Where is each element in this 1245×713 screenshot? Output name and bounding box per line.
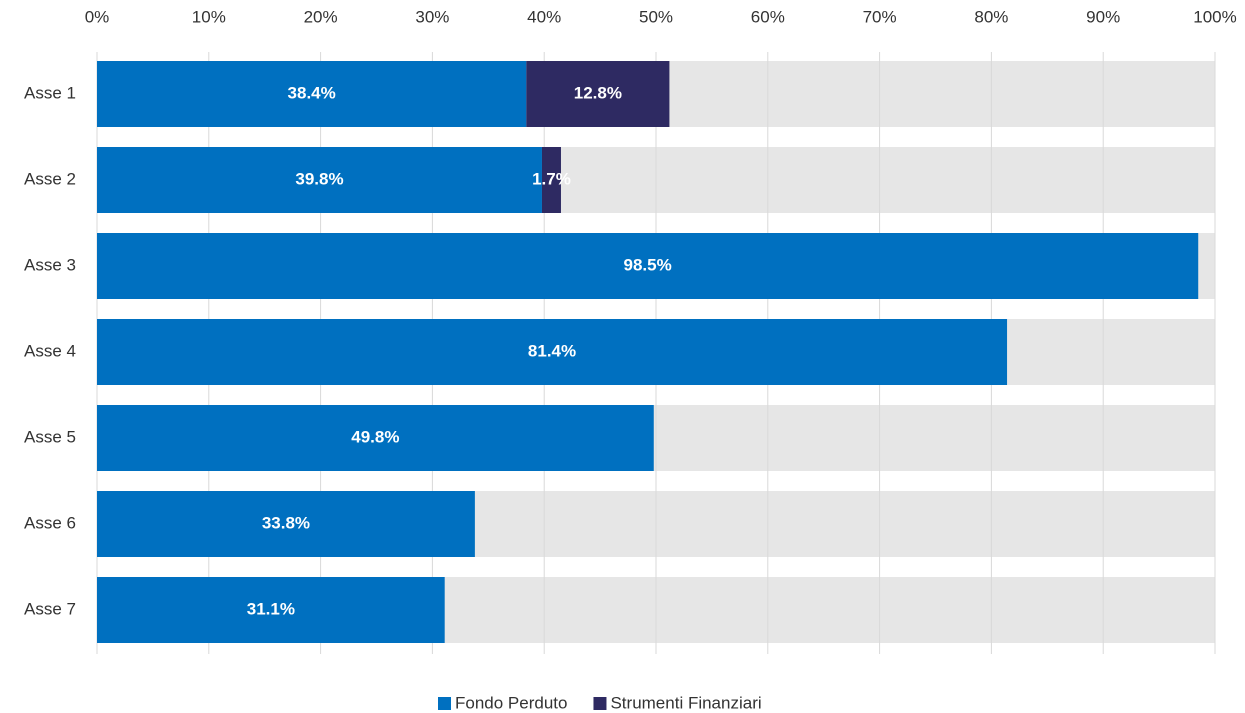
bar-segment <box>97 61 527 127</box>
data-label: 98.5% <box>624 255 672 274</box>
x-tick-label: 90% <box>1086 7 1120 26</box>
y-tick-label: Asse 2 <box>24 169 76 188</box>
y-tick-label: Asse 6 <box>24 513 76 532</box>
x-tick-label: 40% <box>527 7 561 26</box>
bar-segment <box>97 491 475 557</box>
data-label: 39.8% <box>295 169 343 188</box>
bar-segment <box>97 147 542 213</box>
x-tick-label: 60% <box>751 7 785 26</box>
data-label: 31.1% <box>247 599 295 618</box>
data-label: 12.8% <box>574 83 622 102</box>
y-tick-label: Asse 5 <box>24 427 76 446</box>
bar-segment <box>97 577 445 643</box>
data-label: 49.8% <box>351 427 399 446</box>
data-label: 1.7% <box>532 169 571 188</box>
data-label: 38.4% <box>288 83 336 102</box>
legend-swatch <box>593 697 607 710</box>
bar-segment <box>541 147 561 213</box>
y-tick-label: Asse 3 <box>24 255 76 274</box>
legend-label: Fondo Perduto <box>455 693 567 712</box>
x-tick-label: 30% <box>415 7 449 26</box>
bar-segment <box>97 233 1199 299</box>
x-tick-label: 50% <box>639 7 673 26</box>
bar-segment <box>526 61 670 127</box>
bar-segment <box>97 319 1008 385</box>
x-tick-label: 100% <box>1193 7 1236 26</box>
x-tick-label: 80% <box>974 7 1008 26</box>
y-tick-label: Asse 4 <box>24 341 76 360</box>
bar-segment <box>97 405 654 471</box>
legend-swatch <box>438 697 451 710</box>
data-label: 81.4% <box>528 341 576 360</box>
x-tick-label: 70% <box>863 7 897 26</box>
legend-label: Strumenti Finanziari <box>610 693 761 712</box>
x-tick-label: 20% <box>304 7 338 26</box>
data-label: 33.8% <box>262 513 310 532</box>
y-tick-label: Asse 1 <box>24 83 76 102</box>
x-tick-label: 0% <box>85 7 110 26</box>
y-tick-label: Asse 7 <box>24 599 76 618</box>
x-tick-label: 10% <box>192 7 226 26</box>
